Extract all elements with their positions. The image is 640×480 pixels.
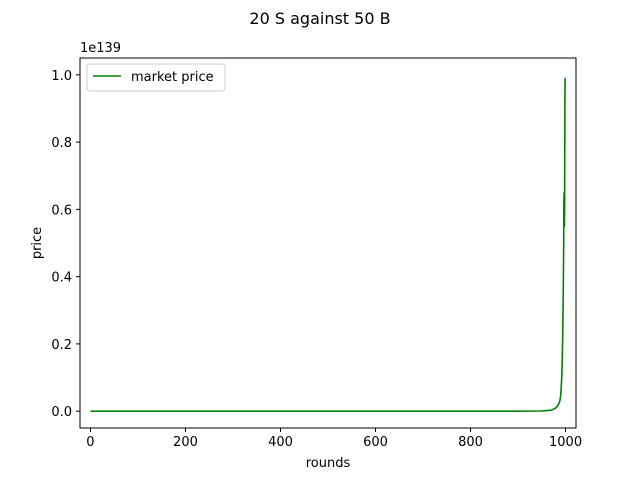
x-tick-label: 1000 <box>549 435 582 450</box>
y-tick-label: 0.6 <box>51 203 72 218</box>
x-tick-label: 0 <box>86 435 94 450</box>
x-tick-label: 600 <box>363 435 388 450</box>
y-axis-label: price <box>30 227 45 259</box>
x-tick-label: 800 <box>458 435 483 450</box>
y-tick-label: 0.4 <box>51 271 72 286</box>
series-line-market-price <box>90 77 567 412</box>
chart-title: 20 S against 50 B <box>249 9 390 28</box>
legend-label-market-price: market price <box>131 70 214 85</box>
legend: market price <box>86 63 226 92</box>
legend-box <box>86 63 226 92</box>
plot-frame <box>79 57 577 429</box>
y-tick-label: 1.0 <box>51 69 72 84</box>
x-tick-label: 200 <box>173 435 198 450</box>
x-tick-label: 400 <box>268 435 293 450</box>
y-tick-label: 0.2 <box>51 338 72 353</box>
x-axis-label: rounds <box>306 456 351 471</box>
y-tick-label: 0.0 <box>51 405 72 420</box>
y-offset-label: 1e139 <box>80 41 121 56</box>
y-tick-label: 0.8 <box>51 136 72 151</box>
